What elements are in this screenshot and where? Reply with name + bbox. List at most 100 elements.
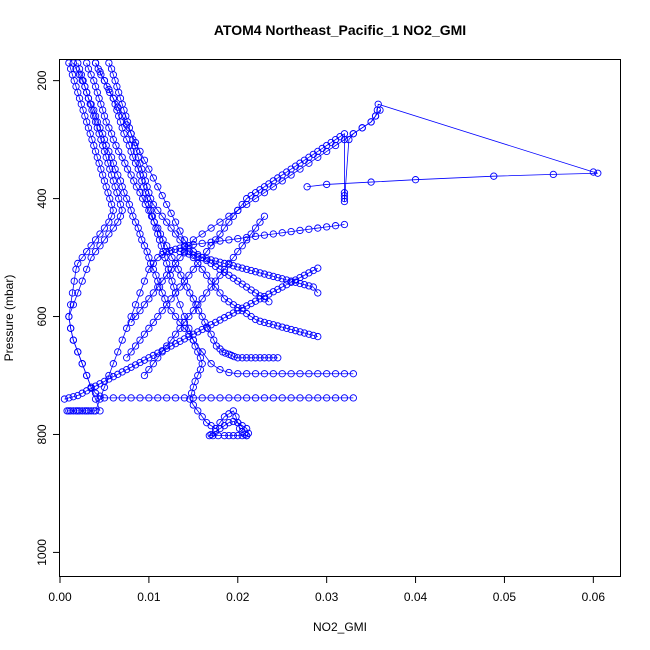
data-point bbox=[340, 220, 349, 229]
data-point bbox=[74, 391, 82, 400]
data-point bbox=[211, 424, 220, 433]
data-point bbox=[171, 259, 180, 268]
data-point bbox=[145, 265, 153, 273]
data-point bbox=[176, 244, 184, 252]
data-point bbox=[278, 323, 286, 331]
data-point bbox=[265, 290, 273, 298]
data-point bbox=[265, 354, 273, 362]
data-point bbox=[154, 206, 162, 215]
data-point bbox=[145, 165, 153, 173]
data-point bbox=[74, 348, 82, 356]
data-point bbox=[203, 248, 211, 256]
data-point bbox=[154, 354, 162, 362]
data-point bbox=[123, 165, 132, 173]
data-point bbox=[211, 257, 220, 265]
data-point bbox=[90, 407, 98, 415]
data-point bbox=[198, 394, 206, 402]
data-point bbox=[243, 233, 251, 242]
data-point bbox=[114, 370, 122, 378]
data-point bbox=[247, 354, 255, 362]
data-point bbox=[69, 393, 77, 401]
data-point bbox=[225, 218, 233, 226]
data-point bbox=[114, 348, 122, 356]
data-point bbox=[230, 352, 238, 361]
data-point bbox=[87, 242, 95, 250]
data-point bbox=[207, 277, 215, 285]
data-point bbox=[210, 336, 218, 344]
y-axis: 200 400 600 800 1000 bbox=[35, 70, 60, 566]
y-axis-label: Pressure (mbar) bbox=[2, 275, 16, 362]
profile-line bbox=[144, 216, 265, 376]
data-point bbox=[109, 360, 117, 368]
data-points bbox=[60, 60, 602, 440]
data-point bbox=[139, 194, 147, 203]
data-point bbox=[238, 242, 246, 250]
data-point bbox=[69, 60, 77, 67]
data-point bbox=[96, 380, 104, 388]
data-point bbox=[75, 71, 84, 79]
data-point bbox=[100, 236, 109, 244]
data-point bbox=[167, 306, 175, 315]
data-point bbox=[203, 323, 211, 331]
data-point bbox=[176, 227, 184, 235]
data-point bbox=[83, 387, 91, 395]
data-point bbox=[140, 356, 149, 364]
data-point bbox=[186, 395, 194, 403]
data-point bbox=[118, 112, 126, 120]
data-point bbox=[96, 242, 104, 250]
data-point bbox=[149, 318, 157, 327]
data-point bbox=[145, 324, 153, 332]
x-tick-label: 0.02 bbox=[226, 590, 250, 604]
data-point bbox=[183, 283, 191, 291]
data-point bbox=[225, 431, 233, 440]
data-point bbox=[163, 242, 171, 250]
data-point bbox=[167, 265, 175, 273]
data-point bbox=[234, 306, 242, 315]
data-point bbox=[278, 275, 286, 283]
data-point bbox=[305, 159, 313, 167]
data-point bbox=[211, 283, 220, 291]
data-point bbox=[251, 315, 260, 324]
data-point bbox=[198, 312, 206, 321]
data-point bbox=[207, 321, 215, 329]
data-point bbox=[91, 248, 100, 256]
data-point bbox=[116, 212, 125, 220]
data-point bbox=[163, 344, 171, 353]
data-point bbox=[145, 365, 153, 374]
data-point bbox=[189, 265, 197, 273]
data-point bbox=[67, 301, 75, 309]
data-point bbox=[127, 318, 135, 327]
data-point bbox=[72, 265, 80, 273]
data-point bbox=[127, 394, 135, 402]
data-point bbox=[176, 236, 184, 244]
data-point bbox=[209, 431, 217, 440]
data-point bbox=[189, 394, 197, 402]
data-point bbox=[243, 200, 251, 209]
data-point bbox=[140, 242, 149, 250]
y-tick-label: 400 bbox=[35, 188, 49, 208]
data-point bbox=[358, 124, 366, 132]
data-point bbox=[131, 301, 140, 309]
data-point bbox=[225, 368, 233, 377]
data-point bbox=[155, 283, 164, 291]
data-point bbox=[132, 183, 141, 191]
data-point bbox=[589, 168, 597, 176]
data-point bbox=[96, 68, 104, 76]
data-point bbox=[176, 283, 184, 291]
data-point bbox=[251, 394, 260, 402]
data-point bbox=[105, 375, 113, 383]
data-point bbox=[340, 130, 349, 138]
data-point bbox=[111, 165, 119, 173]
data-point bbox=[211, 318, 220, 327]
data-point bbox=[309, 283, 317, 291]
data-point bbox=[171, 218, 180, 226]
data-point bbox=[198, 348, 206, 356]
data-point bbox=[265, 271, 273, 279]
data-point bbox=[163, 218, 171, 226]
data-point bbox=[189, 336, 197, 344]
data-point bbox=[234, 263, 242, 271]
data-point bbox=[287, 370, 295, 378]
profile-line bbox=[86, 62, 278, 359]
data-point bbox=[171, 289, 180, 297]
data-point bbox=[105, 124, 113, 132]
